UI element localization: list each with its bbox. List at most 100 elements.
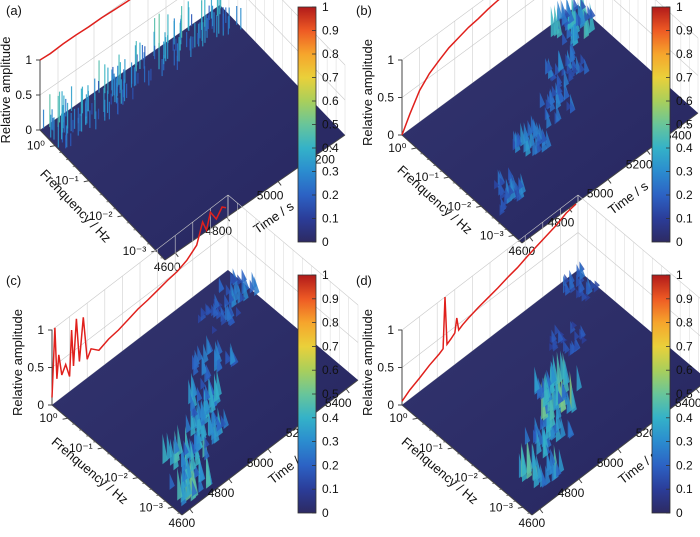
surface-ridge: [510, 178, 516, 201]
surface: [494, 0, 596, 216]
time-tick: [568, 208, 573, 213]
surface-ridge: [558, 448, 565, 474]
surface-ridge: [220, 414, 227, 429]
time-tick: [646, 150, 651, 155]
colorbar-tick-label: 0.8: [676, 47, 693, 61]
surface-ridge: [499, 177, 505, 188]
surface-ridge: [576, 364, 582, 392]
freq-tick: [62, 417, 68, 420]
freq-tick: [117, 215, 123, 218]
surface-ridge: [556, 73, 563, 87]
surface-ridge: [562, 31, 568, 46]
surface-ridge: [551, 85, 558, 98]
colorbar-tick-label: 0.7: [676, 339, 693, 353]
freq-axis: [51, 404, 183, 516]
freq-tick: [517, 506, 523, 509]
surface-ridge: [563, 68, 570, 88]
surface-ridge: [594, 280, 600, 290]
freq-tick-label: 10⁻²: [89, 209, 113, 223]
surface-ridge: [573, 0, 579, 12]
surface-ridge: [235, 306, 242, 318]
surface-ridge: [574, 330, 580, 341]
freq-tick-label: 10⁻²: [454, 471, 478, 485]
surface-ridge: [231, 286, 237, 309]
surface-ridge: [523, 122, 530, 143]
freq-tick: [476, 205, 482, 208]
surface-ridge: [536, 428, 542, 456]
surface-ridge: [200, 399, 207, 421]
colorbar-tick-label: 0.9: [322, 292, 339, 306]
surface-ridge: [579, 278, 585, 294]
gridline: [282, 0, 346, 66]
panel-label: (b): [356, 3, 372, 18]
surface-ridge: [217, 339, 223, 356]
surface-ridge: [206, 335, 212, 356]
surface-ridge: [500, 183, 506, 197]
surface-ridge: [551, 69, 557, 82]
time-tick: [578, 478, 583, 484]
surface-ridge: [177, 467, 183, 501]
freq-tick-label: 10⁻²: [104, 471, 128, 485]
surface-ridge: [191, 440, 197, 455]
gridline: [577, 232, 700, 337]
colorbar-tick-label: 0.4: [676, 411, 693, 425]
surface-ridge: [576, 289, 582, 299]
colorbar-tick-label: 0: [322, 235, 329, 249]
surface-ridge: [539, 92, 546, 109]
surface-ridge: [192, 405, 198, 419]
colorbar-tick-label: 0.2: [322, 458, 339, 472]
surface-ridge: [205, 384, 211, 402]
surface-ridge: [572, 64, 578, 76]
colorbar-tick-label: 0.4: [676, 141, 693, 155]
surface-ridge: [221, 314, 227, 326]
surface-ridge: [565, 281, 571, 296]
freq-tick: [83, 180, 89, 183]
surface-ridge: [169, 473, 175, 490]
surface-ridge: [558, 329, 564, 344]
gridline: [401, 194, 579, 331]
z-axis-label: Relative amplitude: [360, 309, 375, 416]
time-tick-label: 5000: [247, 456, 274, 470]
time-tick-label: 5000: [597, 456, 624, 470]
surface-ridge: [508, 184, 515, 197]
z-tick-label: 0.5: [15, 88, 32, 102]
colorbar-tick-label: 1: [676, 0, 683, 14]
time-tick: [277, 181, 282, 186]
time-tick-label: 5000: [257, 188, 284, 202]
surface-ridge: [580, 3, 586, 27]
surface-ridge: [562, 382, 568, 400]
surface-ridge: [196, 386, 203, 403]
surface-ridge: [579, 62, 585, 74]
surface-ridge: [570, 100, 576, 114]
gridline: [227, 194, 359, 306]
time-axis: [531, 385, 700, 516]
freq-tick-label: 10⁰: [389, 411, 407, 425]
freq-tick-label: 10⁰: [388, 141, 406, 155]
surface-ridge: [174, 435, 180, 455]
surface-ridge: [550, 6, 557, 38]
time-tick-label: 4600: [168, 516, 195, 530]
time-tick: [695, 388, 700, 394]
surface-ridge: [564, 342, 570, 354]
surface-ridge: [225, 350, 231, 363]
surface-ridge: [555, 88, 562, 110]
surface-ridge: [534, 366, 540, 393]
gridline: [655, 0, 699, 39]
z-tick-label: 1: [387, 323, 394, 337]
surface-ridge: [166, 432, 173, 461]
surface-ridge: [590, 7, 596, 20]
surface-ridge: [204, 443, 210, 461]
surface-ridge: [568, 71, 574, 83]
colorbar-tick-label: 0.3: [676, 435, 693, 449]
surface-ridge: [585, 293, 591, 302]
surface-floor: [40, 5, 345, 260]
colorbar-tick-label: 0.8: [322, 316, 339, 330]
colorbar-tick-label: 0: [676, 506, 683, 520]
time-tick: [617, 448, 622, 454]
surface-ridge: [590, 279, 596, 291]
z-axis-label: Relative amplitude: [10, 309, 25, 416]
surface-ridge: [580, 324, 586, 340]
surface-ridge: [232, 273, 238, 285]
colorbar-tick-label: 0.5: [676, 118, 693, 132]
surface: [42, 0, 242, 149]
